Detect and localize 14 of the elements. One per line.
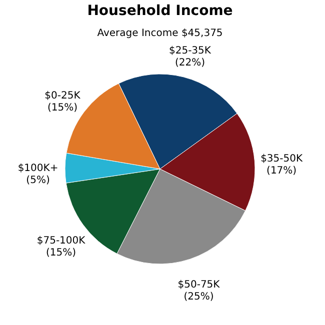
slice-label: $50-75K bbox=[178, 280, 220, 291]
slice-label: $75-100K bbox=[36, 235, 86, 246]
data-label: (22%) bbox=[174, 58, 206, 69]
data-label: (15%) bbox=[46, 247, 76, 258]
slice-label: $0-25K bbox=[44, 90, 81, 102]
data-label: (15%) bbox=[47, 102, 78, 114]
data-label: (25%) bbox=[184, 292, 214, 303]
data-label: (5%) bbox=[26, 174, 50, 186]
chart-subtitle: Average Income $45,375 bbox=[97, 28, 223, 39]
slice-label: $25-35K bbox=[168, 46, 212, 57]
data-label: (17%) bbox=[266, 166, 297, 177]
chart-title: Household Income bbox=[87, 3, 233, 19]
slice-label: $100K+ bbox=[18, 162, 58, 174]
slice-label: $35-50K bbox=[260, 154, 303, 165]
